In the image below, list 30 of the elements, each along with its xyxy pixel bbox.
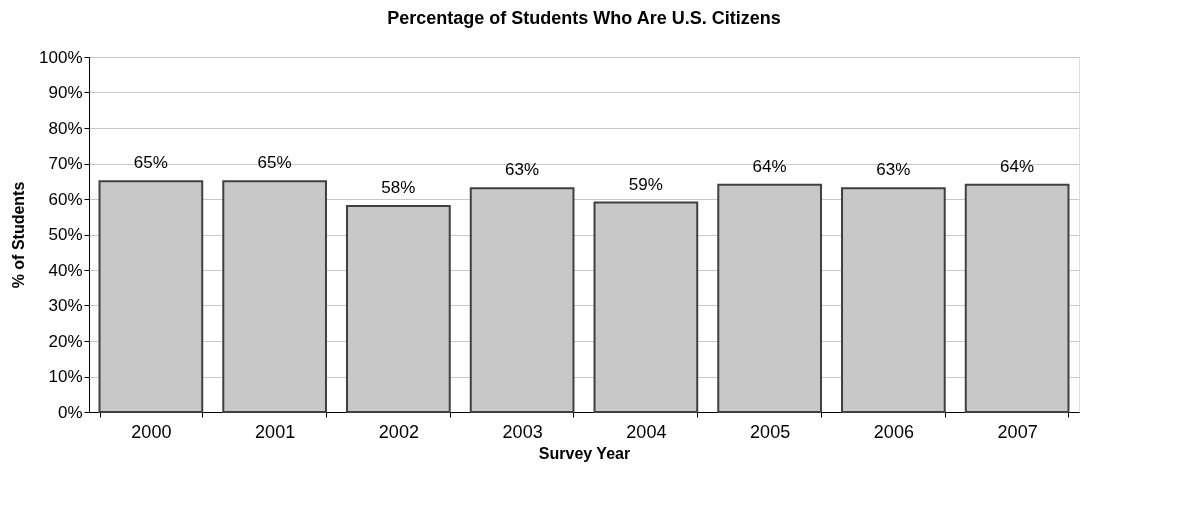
x-axis-title: Survey Year: [538, 444, 631, 462]
x-tick-label: 2000: [131, 421, 172, 442]
x-tick-label: 2004: [626, 421, 667, 442]
y-tick-label: 10%: [48, 367, 83, 386]
data-label: 64%: [752, 156, 787, 176]
x-tick-label: 2003: [502, 421, 543, 442]
x-tick-label: 2007: [997, 421, 1038, 442]
y-tick-label: 40%: [48, 260, 83, 280]
x-tick-label: 2005: [750, 421, 791, 442]
y-tick-label: 30%: [48, 296, 83, 315]
data-label: 63%: [876, 160, 911, 180]
y-tick-label: 20%: [48, 331, 83, 351]
y-axis-title: % of Students: [10, 181, 28, 289]
data-label: 58%: [381, 178, 416, 198]
x-tick-label: 2001: [255, 421, 296, 442]
y-tick-label: 0%: [57, 402, 83, 422]
chart-title: Percentage of Students Who Are U.S. Citizens: [387, 8, 781, 28]
data-label: 59%: [628, 174, 663, 194]
y-tick-label: 50%: [48, 225, 83, 244]
y-tick-label: 90%: [48, 83, 83, 102]
data-label: 65%: [133, 153, 168, 173]
y-tick-label: 80%: [48, 118, 83, 138]
y-tick-label: 70%: [48, 154, 83, 173]
y-tick-label: 100%: [39, 47, 83, 67]
y-tick-label: 60%: [48, 189, 83, 209]
data-label: 63%: [505, 160, 540, 180]
x-tick-label: 2006: [873, 421, 914, 442]
data-label: 64%: [1000, 156, 1035, 176]
x-tick-label: 2002: [378, 421, 419, 442]
data-label: 65%: [257, 153, 292, 173]
